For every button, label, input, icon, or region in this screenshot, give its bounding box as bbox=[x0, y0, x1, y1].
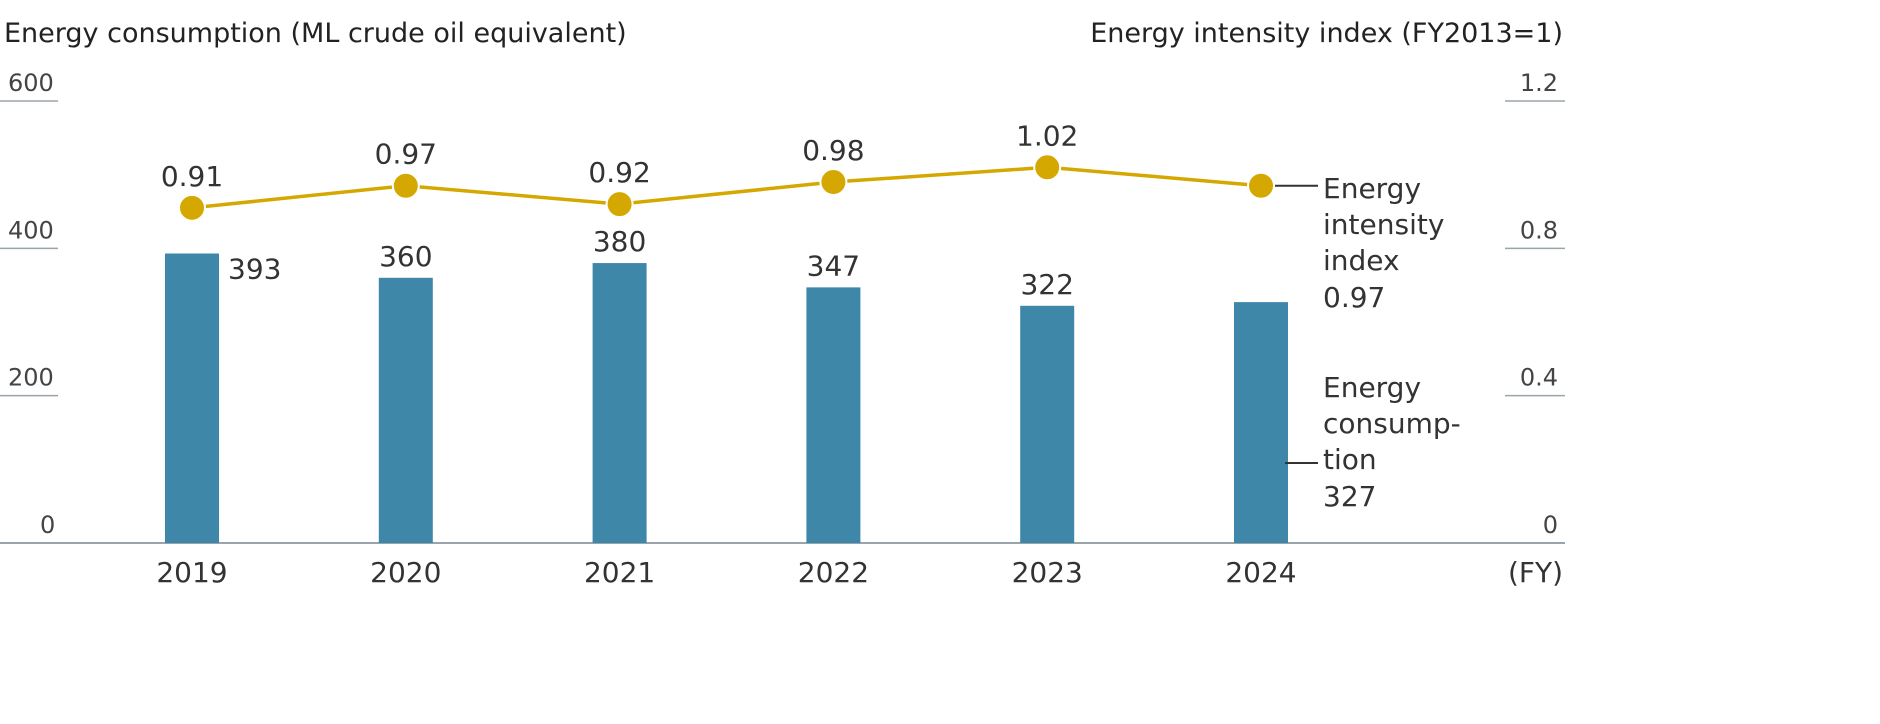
intensity-line bbox=[191, 165, 1262, 210]
bar-value-label: 322 bbox=[1020, 268, 1073, 301]
intensity-point-2024 bbox=[1247, 171, 1275, 200]
intensity-point-2023 bbox=[1033, 153, 1062, 182]
x-tick-label: 2019 bbox=[156, 556, 227, 589]
left-tick-label: 400 bbox=[8, 216, 54, 244]
bar-2022 bbox=[806, 287, 861, 543]
bar-value-label: 393 bbox=[228, 252, 281, 285]
intensity-value-label: 1.02 bbox=[1016, 119, 1078, 152]
left-tick-label: 600 bbox=[8, 69, 54, 97]
intensity-point-2020 bbox=[391, 171, 420, 200]
consumption-latest-value: 327 bbox=[1323, 480, 1376, 513]
bar-2024 bbox=[1234, 302, 1288, 543]
intensity-value-label: 0.98 bbox=[802, 134, 864, 167]
bar-2020 bbox=[378, 277, 433, 543]
right-axis-title: Energy intensity index (FY2013=1) bbox=[1090, 18, 1563, 49]
x-tick-label: 2022 bbox=[798, 556, 869, 589]
consumption-legend-label: Energy bbox=[1323, 371, 1421, 404]
intensity-value-label: 0.91 bbox=[161, 160, 223, 193]
bar-2023 bbox=[1020, 305, 1075, 543]
x-tick-label: 2024 bbox=[1225, 556, 1296, 589]
x-tick-label: 2020 bbox=[370, 556, 441, 589]
x-tick-label: 2021 bbox=[584, 556, 655, 589]
intensity-legend-label: Energy bbox=[1323, 172, 1421, 205]
intensity-point-2019 bbox=[178, 193, 206, 222]
x-tick-label: 2023 bbox=[1012, 556, 1083, 589]
intensity-legend-label: index bbox=[1323, 244, 1400, 277]
x-axis-unit: (FY) bbox=[1508, 556, 1563, 589]
bar-value-label: 360 bbox=[379, 240, 432, 273]
bar-2021 bbox=[592, 263, 647, 543]
right-tick-label: 0 bbox=[1543, 511, 1558, 539]
right-tick-label: 0.8 bbox=[1520, 216, 1558, 244]
bar-value-label: 380 bbox=[593, 225, 646, 258]
left-tick-label: 0 bbox=[40, 511, 55, 539]
consumption-legend-label: consump- bbox=[1323, 407, 1461, 440]
right-tick-label: 1.2 bbox=[1520, 69, 1558, 97]
intensity-value-label: 0.97 bbox=[375, 138, 437, 171]
bar-2019 bbox=[165, 253, 219, 544]
intensity-latest-value: 0.97 bbox=[1323, 281, 1385, 314]
left-axis-title: Energy consumption (ML crude oil equival… bbox=[4, 18, 627, 49]
bar-value-label: 347 bbox=[807, 249, 860, 282]
intensity-value-label: 0.92 bbox=[588, 156, 650, 189]
intensity-legend-label: intensity bbox=[1323, 208, 1444, 241]
left-tick-label: 200 bbox=[8, 364, 54, 392]
right-tick-label: 0.4 bbox=[1520, 364, 1558, 392]
intensity-point-2021 bbox=[605, 190, 634, 219]
intensity-point-2022 bbox=[819, 168, 848, 197]
consumption-legend-label: tion bbox=[1323, 443, 1377, 476]
